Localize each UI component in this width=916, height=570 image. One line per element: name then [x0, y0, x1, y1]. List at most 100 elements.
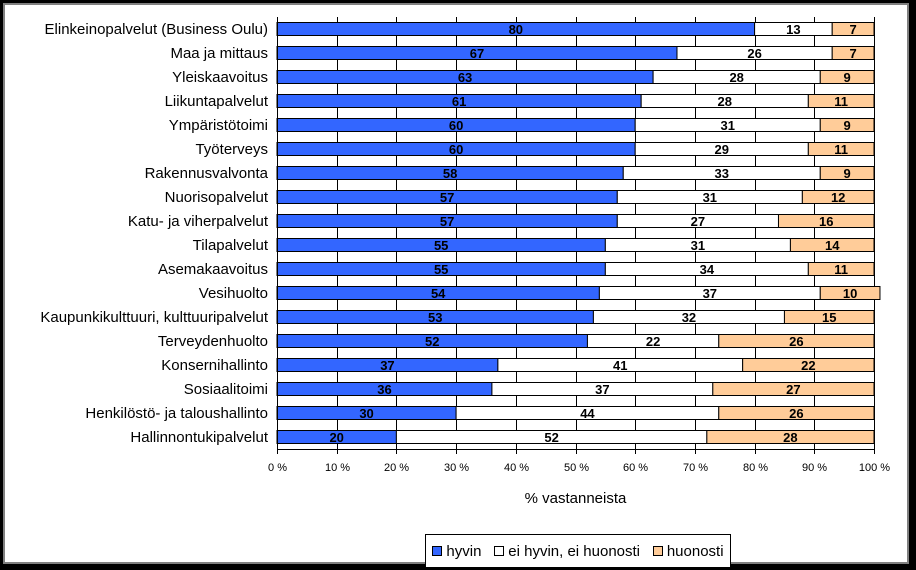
x-tick-label: 10 %	[325, 462, 350, 474]
bar-segment-huonosti	[819, 166, 875, 180]
data-label: 26	[747, 46, 761, 61]
data-label: 7	[849, 22, 856, 37]
category-label: Rakennusvalvonta	[145, 165, 269, 182]
data-label: 60	[449, 142, 463, 157]
category-label: Vesihuolto	[199, 285, 268, 302]
bar-segment-huonosti	[718, 406, 875, 420]
data-label: 57	[440, 190, 454, 205]
x-tick-label: 0 %	[268, 462, 287, 474]
x-tick-label: 20 %	[384, 462, 409, 474]
x-axis-title: % vastanneista	[525, 490, 627, 507]
data-label: 22	[801, 358, 815, 373]
data-label: 9	[844, 166, 851, 181]
category-label: Konsernihallinto	[161, 357, 268, 374]
data-label: 52	[544, 430, 558, 445]
data-label: 37	[380, 358, 394, 373]
data-label: 27	[691, 214, 705, 229]
data-label: 30	[359, 406, 373, 421]
category-label: Työterveys	[195, 141, 268, 158]
data-label: 9	[844, 70, 851, 85]
plot-area	[277, 17, 874, 449]
legend-swatch	[494, 546, 505, 556]
data-label: 55	[434, 262, 448, 277]
data-label: 16	[819, 214, 833, 229]
x-tick-label: 40 %	[504, 462, 529, 474]
data-label: 61	[452, 94, 466, 109]
data-label: 11	[834, 262, 848, 277]
data-label: 26	[789, 406, 803, 421]
data-label: 55	[434, 238, 448, 253]
data-label: 54	[431, 286, 446, 301]
data-label: 9	[844, 118, 851, 133]
data-label: 80	[509, 22, 523, 37]
x-tick-label: 50 %	[564, 462, 589, 474]
data-label: 11	[834, 142, 848, 157]
legend-swatch	[432, 546, 443, 556]
data-label: 57	[440, 214, 454, 229]
bar-segment-huonosti	[789, 238, 875, 252]
category-label: Nuorisopalvelut	[165, 189, 269, 206]
chart-frame: 80 13 7 Elinkeinopalvelut (Business Oulu) 67…	[3, 3, 909, 568]
data-label: 44	[580, 406, 595, 421]
data-label: 33	[715, 166, 729, 181]
x-tick-label: 70 %	[683, 462, 708, 474]
legend-label: hyvin	[446, 542, 482, 560]
data-label: 10	[843, 286, 857, 301]
category-label: Katu- ja viherpalvelut	[128, 213, 269, 230]
data-label: 14	[825, 238, 840, 253]
category-label: Sosiaalitoimi	[184, 381, 268, 398]
bar-segment-huonosti	[807, 94, 875, 108]
data-label: 29	[715, 142, 729, 157]
data-label: 28	[783, 430, 797, 445]
data-label: 34	[700, 262, 715, 277]
bar-segment-huonosti	[777, 214, 875, 228]
legend: hyvin ei hyvin, ei huonosti huonosti	[425, 534, 731, 568]
bar-segment-huonosti	[831, 22, 875, 36]
data-label: 20	[329, 430, 343, 445]
bar-segment-huonosti	[712, 382, 875, 396]
category-label: Tilapalvelut	[193, 237, 269, 254]
data-label: 63	[458, 70, 472, 85]
bar-segment-huonosti	[819, 118, 875, 132]
data-label: 32	[682, 310, 696, 325]
data-label: 26	[789, 334, 803, 349]
x-tick-label: 90 %	[802, 462, 827, 474]
legend-label: ei hyvin, ei huonosti	[508, 542, 641, 560]
legend-label: huonosti	[666, 542, 724, 560]
category-label: Liikuntapalvelut	[165, 93, 269, 110]
data-label: 27	[786, 382, 800, 397]
category-label: Yleiskaavoitus	[172, 69, 268, 86]
category-label: Elinkeinopalvelut (Business Oulu)	[45, 21, 268, 38]
data-label: 36	[377, 382, 391, 397]
bar-segment-huonosti	[807, 142, 875, 156]
bar-segment-huonosti	[718, 334, 875, 348]
bar-segment-huonosti	[706, 430, 875, 444]
x-tick-label: 30 %	[444, 462, 469, 474]
data-label: 37	[595, 382, 609, 397]
bar-segment-huonosti	[742, 358, 875, 372]
data-label: 28	[718, 94, 732, 109]
data-label: 28	[729, 70, 743, 85]
category-label: Hallinnontukipalvelut	[130, 429, 268, 446]
legend-item: hyvin	[432, 543, 481, 560]
data-label: 31	[691, 238, 705, 253]
data-label: 60	[449, 118, 463, 133]
data-label: 37	[703, 286, 717, 301]
data-label: 67	[470, 46, 484, 61]
category-label: Kaupunkikulttuuri, kulttuuripalvelut	[40, 309, 268, 326]
bar-segment-huonosti	[783, 310, 875, 324]
legend-item: huonosti	[652, 542, 724, 560]
x-tick-label: 60 %	[623, 462, 648, 474]
bar-segment-huonosti	[819, 70, 875, 84]
data-label: 41	[613, 358, 627, 373]
data-label: 53	[428, 310, 442, 325]
data-label: 12	[831, 190, 845, 205]
data-label: 15	[822, 310, 836, 325]
data-label: 7	[849, 46, 856, 61]
category-label: Terveydenhuolto	[158, 333, 268, 350]
x-tick-label: 100 %	[859, 462, 890, 474]
stacked-bar-chart: 80 13 7 Elinkeinopalvelut (Business Oulu) 67…	[40, 17, 890, 507]
data-label: 58	[443, 166, 457, 181]
category-label: Ympäristötoimi	[169, 117, 268, 134]
data-label: 11	[834, 94, 848, 109]
